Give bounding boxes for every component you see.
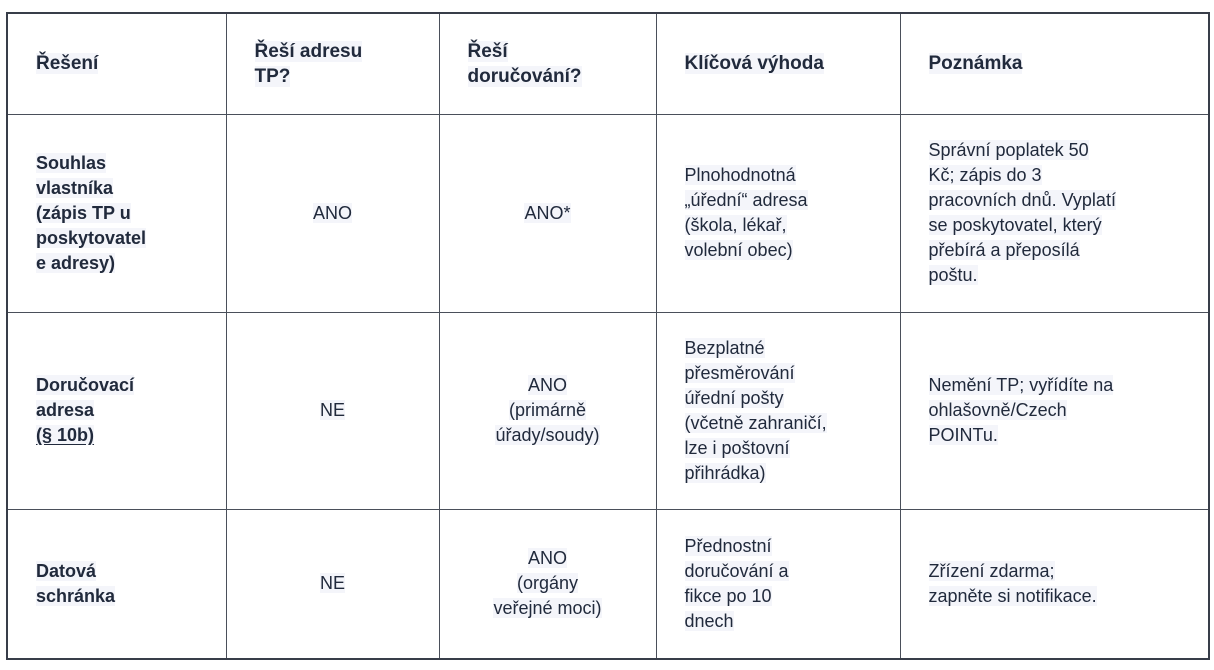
cell-advantage: Plnohodnotná „úřední“ adresa (škola, lék… (655, 113, 901, 313)
column-header-label: Řešení (36, 53, 99, 75)
column-header-label: Klíčová výhoda (684, 53, 824, 75)
comparison-table: Řešení Řeší adresu TP? Řeší doručování? … (6, 12, 1210, 660)
advantage-text: Bezplatné přesměrování úřední pošty (vče… (684, 337, 827, 483)
cell-advantage: Přednostní doručování a fikce po 10 dnec… (655, 508, 901, 660)
column-header-reseni: Řešení (6, 12, 227, 115)
tp-value: NE (319, 573, 345, 594)
delivery-value: ANO (orgány veřejné moci) (493, 548, 602, 619)
solution-text: Doručovací adresa (36, 375, 135, 420)
column-header-poznamka: Poznámka (899, 12, 1210, 115)
tp-value: NE (319, 400, 345, 420)
cell-tp: NE (225, 311, 440, 510)
column-header-label: Řeší adresu TP? (254, 40, 363, 87)
cell-note: Nemění TP; vyřídíte na ohlašovně/Czech P… (899, 311, 1210, 510)
table-row-souhlas-vlastnika: Souhlas vlastníka (zápis TP u poskytovat… (6, 113, 1210, 313)
cell-solution: Datová schránka (6, 508, 227, 660)
column-header-resi-adresu-tp: Řeší adresu TP? (225, 12, 440, 115)
delivery-value: ANO* (524, 202, 571, 223)
advantage-text: Plnohodnotná „úřední“ adresa (škola, lék… (684, 165, 808, 260)
paragraph-10b-link[interactable]: (§ 10b) (36, 425, 95, 445)
column-header-klicova-vyhoda: Klíčová výhoda (655, 12, 901, 115)
advantage-text: Přednostní doručování a fikce po 10 dnec… (684, 535, 789, 631)
cell-delivery: ANO (primárně úřady/soudy) (438, 311, 657, 510)
column-header-label: Poznámka (928, 53, 1023, 75)
cell-delivery: ANO (orgány veřejné moci) (438, 508, 657, 660)
delivery-value: ANO (primárně úřady/soudy) (495, 375, 600, 445)
column-header-resi-dorucovani: Řeší doručování? (438, 12, 657, 115)
note-text: Správní poplatek 50 Kč; zápis do 3 praco… (928, 140, 1116, 285)
cell-solution: Doručovací adresa (§ 10b) (6, 311, 227, 510)
solution-text: Datová schránka (36, 560, 116, 606)
table-row-dorucovaci-adresa: Doručovací adresa (§ 10b) NE ANO (primárn… (6, 311, 1210, 510)
tp-value: ANO (312, 202, 352, 223)
note-text: Zřízení zdarma; zapněte si notifikace. (928, 560, 1097, 606)
cell-note: Zřízení zdarma; zapněte si notifikace. (899, 508, 1210, 660)
note-text: Nemění TP; vyřídíte na ohlašovně/Czech P… (928, 375, 1114, 445)
cell-tp: NE (225, 508, 440, 660)
cell-solution: Souhlas vlastníka (zápis TP u poskytovat… (6, 113, 227, 313)
cell-tp: ANO (225, 113, 440, 313)
solution-text: Souhlas vlastníka (zápis TP u poskytovat… (36, 152, 147, 273)
cell-note: Správní poplatek 50 Kč; zápis do 3 praco… (899, 113, 1210, 313)
cell-advantage: Bezplatné přesměrování úřední pošty (vče… (655, 311, 901, 510)
column-header-label: Řeší doručování? (467, 40, 582, 87)
table-row-datova-schranka: Datová schránka NE ANO (orgány veřejné m… (6, 508, 1210, 660)
cell-delivery: ANO* (438, 113, 657, 313)
header-row: Řešení Řeší adresu TP? Řeší doručování? … (6, 12, 1210, 115)
